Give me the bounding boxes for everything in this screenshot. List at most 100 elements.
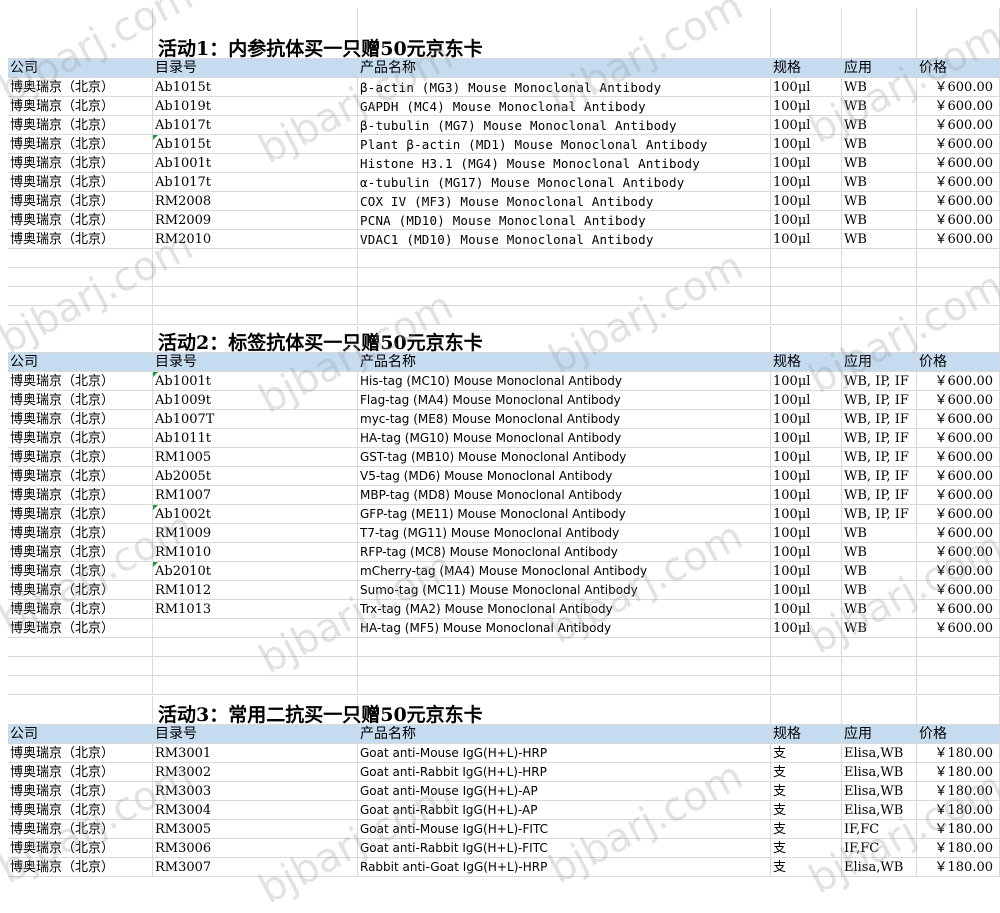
empty-cell[interactable] <box>917 268 1000 287</box>
catalog-cell[interactable]: Ab1002t <box>153 505 358 524</box>
header-company[interactable]: 公司 <box>8 725 153 744</box>
spec-cell[interactable]: 100μl <box>771 486 842 505</box>
application-cell[interactable]: WB <box>842 135 917 154</box>
application-cell[interactable]: WB <box>842 78 917 97</box>
company-cell[interactable]: 博奥瑞京（北京） <box>8 372 153 391</box>
price-cell[interactable]: ￥600.00 <box>917 543 1000 562</box>
product-name-cell[interactable]: COX IV (MF3) Mouse Monoclonal Antibody <box>358 192 771 211</box>
spec-cell[interactable]: 100μl <box>771 135 842 154</box>
application-cell[interactable]: WB <box>842 562 917 581</box>
spec-cell[interactable]: 支 <box>771 839 842 858</box>
application-cell[interactable]: Elisa,WB <box>842 744 917 763</box>
empty-cell[interactable] <box>358 306 771 325</box>
company-cell[interactable]: 博奥瑞京（北京） <box>8 410 153 429</box>
empty-cell[interactable] <box>771 287 842 306</box>
product-name-cell[interactable]: β-tubulin (MG7) Mouse Monoclonal Antibod… <box>358 116 771 135</box>
empty-cell[interactable] <box>8 306 153 325</box>
company-cell[interactable]: 博奥瑞京（北京） <box>8 391 153 410</box>
product-name-cell[interactable]: His-tag (MC10) Mouse Monoclonal Antibody <box>358 372 771 391</box>
empty-cell[interactable] <box>917 657 1000 676</box>
price-cell[interactable]: ￥600.00 <box>917 448 1000 467</box>
header-product[interactable]: 产品名称 <box>358 725 771 744</box>
application-cell[interactable]: WB <box>842 600 917 619</box>
header-application[interactable]: 应用 <box>842 353 917 372</box>
empty-cell[interactable] <box>842 676 917 695</box>
catalog-cell[interactable]: RM3006 <box>153 839 358 858</box>
header-company[interactable]: 公司 <box>8 59 153 78</box>
empty-cell[interactable] <box>358 638 771 657</box>
spec-cell[interactable]: 100μl <box>771 78 842 97</box>
empty-cell[interactable] <box>842 249 917 268</box>
application-cell[interactable]: WB <box>842 581 917 600</box>
company-cell[interactable]: 博奥瑞京（北京） <box>8 230 153 249</box>
catalog-cell[interactable]: RM3005 <box>153 820 358 839</box>
spec-cell[interactable]: 100μl <box>771 467 842 486</box>
price-cell[interactable]: ￥600.00 <box>917 372 1000 391</box>
empty-cell[interactable] <box>917 287 1000 306</box>
company-cell[interactable]: 博奥瑞京（北京） <box>8 524 153 543</box>
empty-cell[interactable] <box>153 268 358 287</box>
application-cell[interactable]: WB <box>842 211 917 230</box>
company-cell[interactable]: 博奥瑞京（北京） <box>8 135 153 154</box>
header-product[interactable]: 产品名称 <box>358 59 771 78</box>
product-name-cell[interactable]: Rabbit anti-Goat IgG(H+L)-HRP <box>358 858 771 877</box>
spec-cell[interactable]: 支 <box>771 858 842 877</box>
spec-cell[interactable]: 支 <box>771 820 842 839</box>
catalog-cell[interactable] <box>153 619 358 638</box>
price-cell[interactable]: ￥600.00 <box>917 429 1000 448</box>
catalog-cell[interactable]: RM1005 <box>153 448 358 467</box>
empty-cell[interactable] <box>842 287 917 306</box>
empty-cell[interactable] <box>771 249 842 268</box>
spec-cell[interactable]: 100μl <box>771 230 842 249</box>
catalog-cell[interactable]: RM2008 <box>153 192 358 211</box>
product-name-cell[interactable]: PCNA (MD10) Mouse Monoclonal Antibody <box>358 211 771 230</box>
empty-cell[interactable] <box>842 638 917 657</box>
empty-cell[interactable] <box>153 638 358 657</box>
product-name-cell[interactable]: HA-tag (MG10) Mouse Monoclonal Antibody <box>358 429 771 448</box>
price-cell[interactable]: ￥600.00 <box>917 154 1000 173</box>
application-cell[interactable]: WB <box>842 154 917 173</box>
product-name-cell[interactable]: Goat anti-Mouse IgG(H+L)-FITC <box>358 820 771 839</box>
spec-cell[interactable]: 100μl <box>771 192 842 211</box>
price-cell[interactable]: ￥600.00 <box>917 486 1000 505</box>
company-cell[interactable]: 博奥瑞京（北京） <box>8 467 153 486</box>
empty-cell[interactable] <box>771 676 842 695</box>
empty-cell[interactable] <box>842 657 917 676</box>
empty-cell[interactable] <box>917 638 1000 657</box>
empty-cell[interactable] <box>842 306 917 325</box>
spec-cell[interactable]: 支 <box>771 763 842 782</box>
product-name-cell[interactable]: VDAC1 (MD10) Mouse Monoclonal Antibody <box>358 230 771 249</box>
application-cell[interactable]: Elisa,WB <box>842 763 917 782</box>
catalog-cell[interactable]: Ab1009t <box>153 391 358 410</box>
application-cell[interactable]: WB, IP, IF <box>842 391 917 410</box>
product-name-cell[interactable]: β-actin (MG3) Mouse Monoclonal Antibody <box>358 78 771 97</box>
product-name-cell[interactable]: V5-tag (MD6) Mouse Monoclonal Antibody <box>358 467 771 486</box>
price-cell[interactable]: ￥180.00 <box>917 763 1000 782</box>
header-price[interactable]: 价格 <box>917 725 1000 744</box>
spec-cell[interactable]: 100μl <box>771 581 842 600</box>
spec-cell[interactable]: 支 <box>771 744 842 763</box>
product-name-cell[interactable]: RFP-tag (MC8) Mouse Monoclonal Antibody <box>358 543 771 562</box>
company-cell[interactable]: 博奥瑞京（北京） <box>8 116 153 135</box>
product-name-cell[interactable]: GAPDH (MC4) Mouse Monoclonal Antibody <box>358 97 771 116</box>
product-name-cell[interactable]: Goat anti-Rabbit IgG(H+L)-FITC <box>358 839 771 858</box>
application-cell[interactable]: WB, IP, IF <box>842 410 917 429</box>
catalog-cell[interactable]: Ab1011t <box>153 429 358 448</box>
header-spec[interactable]: 规格 <box>771 59 842 78</box>
catalog-cell[interactable]: Ab1001t <box>153 154 358 173</box>
application-cell[interactable]: WB <box>842 619 917 638</box>
price-cell[interactable]: ￥180.00 <box>917 820 1000 839</box>
product-name-cell[interactable]: Plant β-actin (MD1) Mouse Monoclonal Ant… <box>358 135 771 154</box>
company-cell[interactable]: 博奥瑞京（北京） <box>8 600 153 619</box>
company-cell[interactable]: 博奥瑞京（北京） <box>8 820 153 839</box>
header-catalog[interactable]: 目录号 <box>153 353 358 372</box>
catalog-cell[interactable]: Ab1015t <box>153 78 358 97</box>
application-cell[interactable]: WB <box>842 97 917 116</box>
application-cell[interactable]: WB, IP, IF <box>842 448 917 467</box>
empty-cell[interactable] <box>771 306 842 325</box>
product-name-cell[interactable]: Flag-tag (MA4) Mouse Monoclonal Antibody <box>358 391 771 410</box>
product-name-cell[interactable]: GFP-tag (ME11) Mouse Monoclonal Antibody <box>358 505 771 524</box>
product-name-cell[interactable]: GST-tag (MB10) Mouse Monoclonal Antibody <box>358 448 771 467</box>
price-cell[interactable]: ￥600.00 <box>917 391 1000 410</box>
price-cell[interactable]: ￥180.00 <box>917 782 1000 801</box>
